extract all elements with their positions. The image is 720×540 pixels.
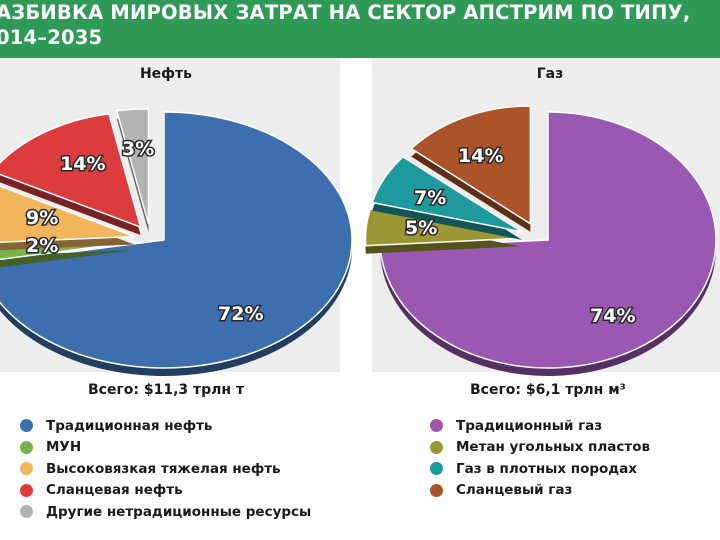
legend-swatch bbox=[430, 419, 443, 433]
oil-legend: Традиционная нефть МУН Высоковязкая тяже… bbox=[20, 415, 311, 523]
pie-data-label: 9% bbox=[26, 207, 58, 229]
legend-swatch bbox=[430, 440, 443, 454]
legend-swatch bbox=[20, 419, 33, 433]
pie-slice bbox=[379, 111, 717, 369]
legend-label: Другие нетрадиционные ресурсы bbox=[46, 503, 312, 520]
gas-legend: Традиционный газ Метан угольных пластов … bbox=[430, 415, 650, 501]
slide-title-line-2: 014–2035 bbox=[0, 26, 103, 49]
pie-slice bbox=[0, 113, 142, 229]
legend-swatch bbox=[20, 483, 33, 497]
legend-label: Традиционный газ bbox=[456, 417, 603, 434]
pie-slice bbox=[0, 111, 353, 369]
legend-item: Традиционная нефть bbox=[20, 415, 311, 437]
legend-swatch bbox=[20, 462, 33, 476]
slide-header: АЗБИВКА МИРОВЫХ ЗАТРАТ НА СЕКТОР АПСТРИМ… bbox=[0, 0, 720, 58]
legend-label: МУН bbox=[46, 439, 82, 456]
legend-item: Другие нетрадиционные ресурсы bbox=[20, 501, 311, 523]
pie-data-label: 72% bbox=[218, 303, 263, 325]
pie-slice bbox=[371, 155, 523, 233]
legend-swatch bbox=[20, 505, 33, 519]
legend-label: Метан угольных пластов bbox=[456, 439, 651, 456]
gas-total: Всего: $6,1 трлн м³ bbox=[470, 382, 626, 398]
legend-label: Высоковязкая тяжелая нефть bbox=[46, 460, 281, 477]
legend-label: Сланцевая нефть bbox=[46, 482, 183, 499]
oil-chart-title: Нефть bbox=[139, 66, 193, 82]
legend-label: Традиционная нефть bbox=[46, 417, 213, 434]
legend-swatch bbox=[430, 483, 443, 497]
legend-label: Газ в плотных породах bbox=[456, 460, 638, 477]
pie-data-label: 2% bbox=[26, 235, 58, 257]
oil-total: Всего: $11,3 трлн т bbox=[88, 382, 245, 398]
pie-data-label: 5% bbox=[405, 217, 437, 239]
legend-swatch bbox=[430, 462, 443, 476]
legend-item: Сланцевый газ bbox=[430, 480, 650, 502]
pie-slice bbox=[0, 185, 135, 244]
legend-item: Высоковязкая тяжелая нефть bbox=[20, 458, 311, 480]
pie-data-label: 3% bbox=[122, 138, 154, 160]
slide-title-line-1: АЗБИВКА МИРОВЫХ ЗАТРАТ НА СЕКТОР АПСТРИМ… bbox=[0, 1, 691, 24]
legend-item: Сланцевая нефть bbox=[20, 480, 311, 502]
pie-slice bbox=[364, 208, 521, 247]
pie-data-label: 14% bbox=[60, 153, 105, 175]
legend-label: Сланцевый газ bbox=[456, 482, 573, 499]
oil-pie-chart: 72% 2% 9% 14% 3% bbox=[0, 108, 353, 376]
gas-pie-chart: 74% 5% 7% 14% bbox=[364, 105, 717, 377]
pie-slice bbox=[410, 105, 532, 226]
pie-slice bbox=[115, 108, 150, 225]
pie-data-label: 74% bbox=[590, 305, 635, 327]
legend-item: Традиционный газ bbox=[430, 415, 650, 437]
legend-item: Метан угольных пластов bbox=[430, 437, 650, 459]
legend-swatch bbox=[20, 440, 33, 454]
pie-data-label: 7% bbox=[414, 187, 446, 209]
gas-chart-title: Газ bbox=[536, 66, 564, 82]
legend-item: МУН bbox=[20, 437, 311, 459]
pie-data-label: 14% bbox=[458, 145, 503, 167]
legend-item: Газ в плотных породах bbox=[430, 458, 650, 480]
